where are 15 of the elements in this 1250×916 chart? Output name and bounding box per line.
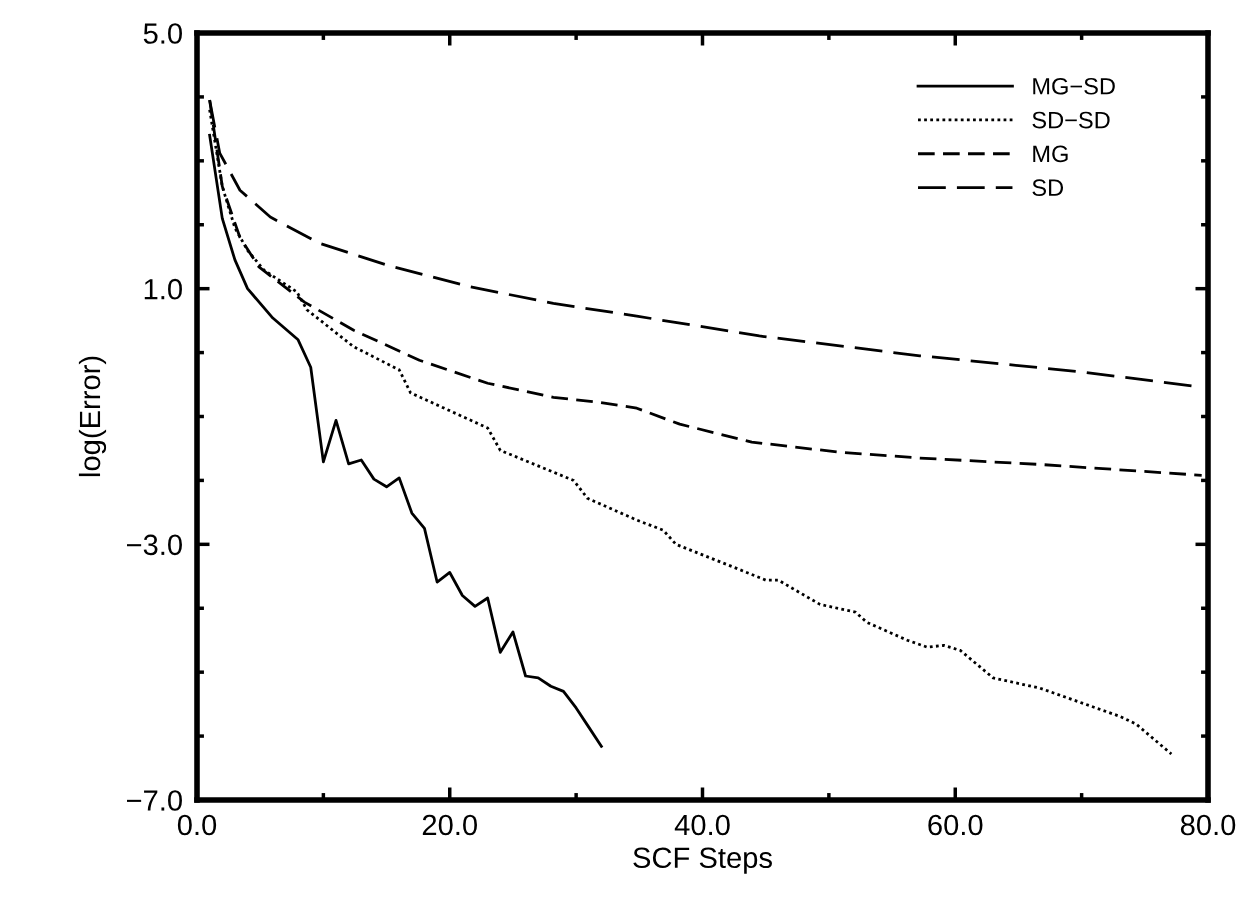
- y-tick-label: 1.0: [144, 278, 182, 300]
- legend-label: SD: [1032, 179, 1064, 197]
- legend-label: SD−SD: [1032, 111, 1110, 129]
- y-axis-title: log(Error): [78, 356, 107, 477]
- x-tick-label: 40.0: [674, 814, 730, 836]
- y-tick-label: −7.0: [126, 790, 182, 811]
- x-tick-label: 80.0: [1180, 814, 1236, 836]
- x-axis-title: SCF Steps: [633, 847, 772, 874]
- x-tick-label: 0.0: [177, 814, 217, 836]
- y-tick-label: −3.0: [126, 534, 182, 556]
- x-tick-label: 60.0: [928, 814, 983, 836]
- legend-label: MG−SD: [1033, 77, 1115, 95]
- legend-label: MG: [1033, 145, 1068, 163]
- x-tick-label: 20.0: [422, 814, 477, 836]
- y-tick-label: 5.0: [143, 23, 182, 44]
